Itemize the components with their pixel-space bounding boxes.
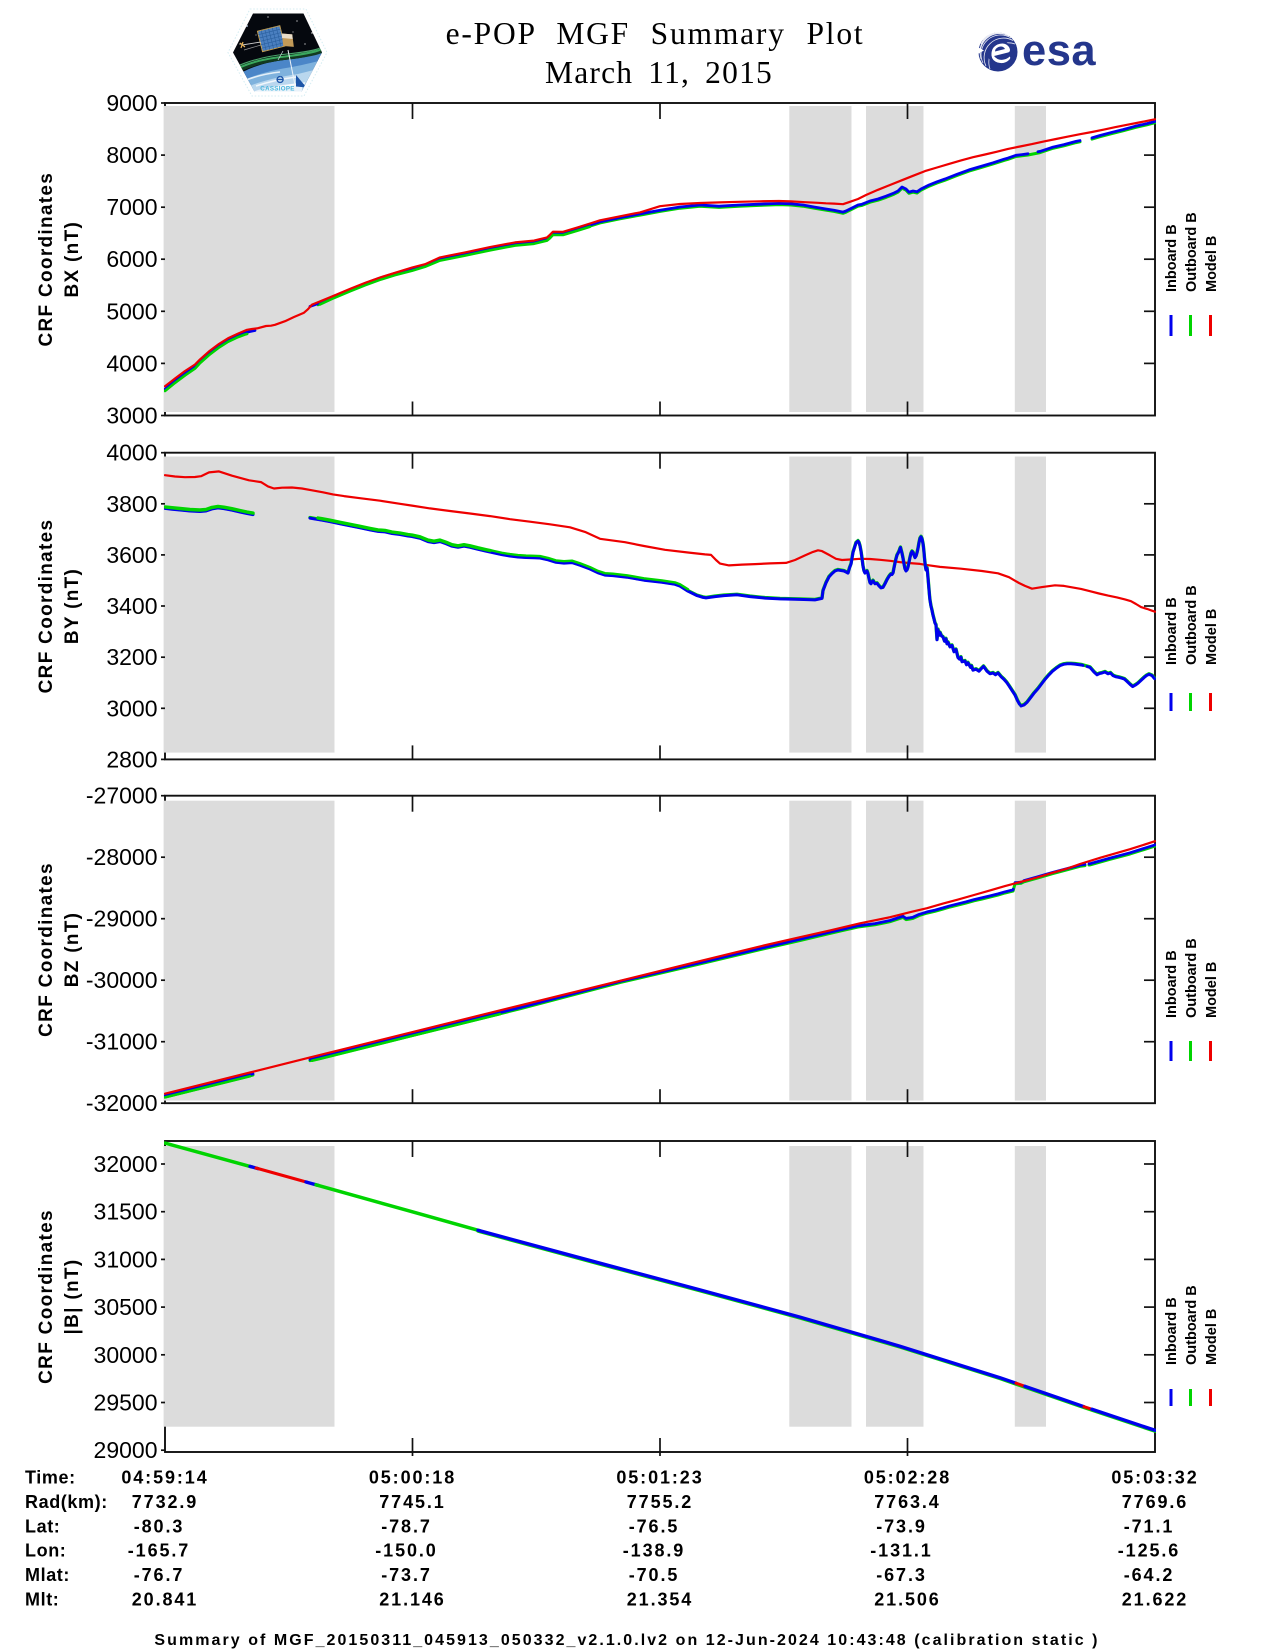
svg-text:-131.1: -131.1 xyxy=(870,1541,932,1561)
svg-text:Model B: Model B xyxy=(1204,962,1220,1018)
svg-text:-31000: -31000 xyxy=(86,1029,158,1055)
svg-text:6000: 6000 xyxy=(106,246,157,272)
svg-text:-150.0: -150.0 xyxy=(375,1541,437,1561)
svg-text:Summary of MGF_20150311_045913: Summary of MGF_20150311_045913_050332_v2… xyxy=(154,1632,1099,1649)
svg-text:Lat:: Lat: xyxy=(25,1516,60,1536)
svg-text:CRF Coordinates: CRF Coordinates xyxy=(36,519,57,694)
svg-text:32000: 32000 xyxy=(94,1151,158,1177)
svg-text:3600: 3600 xyxy=(106,542,157,568)
svg-text:-27000: -27000 xyxy=(86,783,158,809)
svg-text:Lon:: Lon: xyxy=(25,1541,66,1561)
svg-text:-73.7: -73.7 xyxy=(381,1565,432,1585)
svg-text:Inboard B: Inboard B xyxy=(1164,1297,1180,1365)
svg-text:7763.4: 7763.4 xyxy=(874,1492,940,1512)
svg-text:30500: 30500 xyxy=(94,1294,158,1320)
svg-text:7000: 7000 xyxy=(106,194,157,220)
svg-text:21.146: 21.146 xyxy=(379,1590,445,1610)
svg-text:5000: 5000 xyxy=(106,298,157,324)
svg-text:-71.1: -71.1 xyxy=(1124,1516,1175,1536)
svg-text:21.354: 21.354 xyxy=(627,1590,693,1610)
svg-text:-29000: -29000 xyxy=(86,906,158,932)
svg-text:7745.1: 7745.1 xyxy=(379,1492,445,1512)
svg-text:esa: esa xyxy=(1022,27,1096,75)
svg-text:-28000: -28000 xyxy=(86,844,158,870)
svg-text:-125.6: -125.6 xyxy=(1118,1541,1180,1561)
svg-text:Rad(km):: Rad(km): xyxy=(25,1492,108,1512)
svg-text:Model B: Model B xyxy=(1204,609,1220,665)
svg-text:Outboard B: Outboard B xyxy=(1184,1285,1200,1365)
svg-text:3200: 3200 xyxy=(106,644,157,670)
svg-text:30000: 30000 xyxy=(94,1342,158,1368)
svg-text:7769.6: 7769.6 xyxy=(1122,1492,1188,1512)
svg-text:Mlat:: Mlat: xyxy=(25,1565,70,1585)
svg-text:e-POP MGF Summary Plot: e-POP MGF Summary Plot xyxy=(446,16,865,51)
svg-text:BY (nT): BY (nT) xyxy=(62,568,83,644)
svg-text:Outboard B: Outboard B xyxy=(1184,212,1200,292)
svg-text:-138.9: -138.9 xyxy=(623,1541,685,1561)
svg-text:-73.9: -73.9 xyxy=(876,1516,927,1536)
svg-text:Time:: Time: xyxy=(25,1468,76,1488)
svg-text:4000: 4000 xyxy=(106,440,157,466)
svg-text:-64.2: -64.2 xyxy=(1124,1565,1175,1585)
svg-text:Model B: Model B xyxy=(1204,236,1220,292)
svg-text:-30000: -30000 xyxy=(86,967,158,993)
svg-text:3000: 3000 xyxy=(106,403,157,429)
svg-text:21.622: 21.622 xyxy=(1122,1590,1188,1610)
svg-text:04:59:14: 04:59:14 xyxy=(121,1468,208,1488)
svg-text:Outboard B: Outboard B xyxy=(1184,938,1200,1018)
svg-text:29000: 29000 xyxy=(94,1437,158,1463)
svg-text:BX (nT): BX (nT) xyxy=(62,221,83,298)
svg-text:8000: 8000 xyxy=(106,142,157,168)
svg-text:CRF Coordinates: CRF Coordinates xyxy=(36,862,57,1037)
svg-text:-165.7: -165.7 xyxy=(128,1541,190,1561)
svg-text:29500: 29500 xyxy=(94,1390,158,1416)
svg-text:Model B: Model B xyxy=(1204,1309,1220,1365)
svg-text:05:03:32: 05:03:32 xyxy=(1111,1468,1198,1488)
svg-text:31500: 31500 xyxy=(94,1199,158,1225)
svg-text:-76.7: -76.7 xyxy=(134,1565,185,1585)
svg-text:31000: 31000 xyxy=(94,1246,158,1272)
svg-text:3400: 3400 xyxy=(106,593,157,619)
svg-text:Outboard B: Outboard B xyxy=(1184,585,1200,665)
svg-text:7732.9: 7732.9 xyxy=(132,1492,198,1512)
svg-text:05:02:28: 05:02:28 xyxy=(864,1468,951,1488)
svg-text:20.841: 20.841 xyxy=(132,1590,198,1610)
svg-text:-67.3: -67.3 xyxy=(876,1565,927,1585)
svg-text:-80.3: -80.3 xyxy=(134,1516,185,1536)
svg-text:|B| (nT): |B| (nT) xyxy=(62,1259,83,1335)
svg-text:-76.5: -76.5 xyxy=(629,1516,680,1536)
svg-text:05:01:23: 05:01:23 xyxy=(616,1468,703,1488)
svg-text:2800: 2800 xyxy=(106,746,157,772)
svg-text:9000: 9000 xyxy=(106,90,157,116)
svg-text:21.506: 21.506 xyxy=(874,1590,940,1610)
svg-text:CRF Coordinates: CRF Coordinates xyxy=(36,1209,57,1384)
svg-text:March 11, 2015: March 11, 2015 xyxy=(545,55,773,90)
svg-text:3800: 3800 xyxy=(106,491,157,517)
svg-text:-32000: -32000 xyxy=(86,1090,158,1116)
svg-text:05:00:18: 05:00:18 xyxy=(369,1468,456,1488)
svg-text:CASSIOPE: CASSIOPE xyxy=(260,86,294,93)
svg-text:Inboard B: Inboard B xyxy=(1164,224,1180,292)
svg-text:4000: 4000 xyxy=(106,350,157,376)
svg-text:-78.7: -78.7 xyxy=(381,1516,432,1536)
svg-text:Mlt:: Mlt: xyxy=(25,1590,59,1610)
svg-text:3000: 3000 xyxy=(106,695,157,721)
svg-text:7755.2: 7755.2 xyxy=(627,1492,693,1512)
svg-text:Inboard B: Inboard B xyxy=(1164,950,1180,1018)
svg-text:CRF Coordinates: CRF Coordinates xyxy=(36,172,57,347)
svg-text:Inboard B: Inboard B xyxy=(1164,597,1180,665)
svg-text:BZ (nT): BZ (nT) xyxy=(62,912,83,988)
svg-text:-70.5: -70.5 xyxy=(629,1565,680,1585)
